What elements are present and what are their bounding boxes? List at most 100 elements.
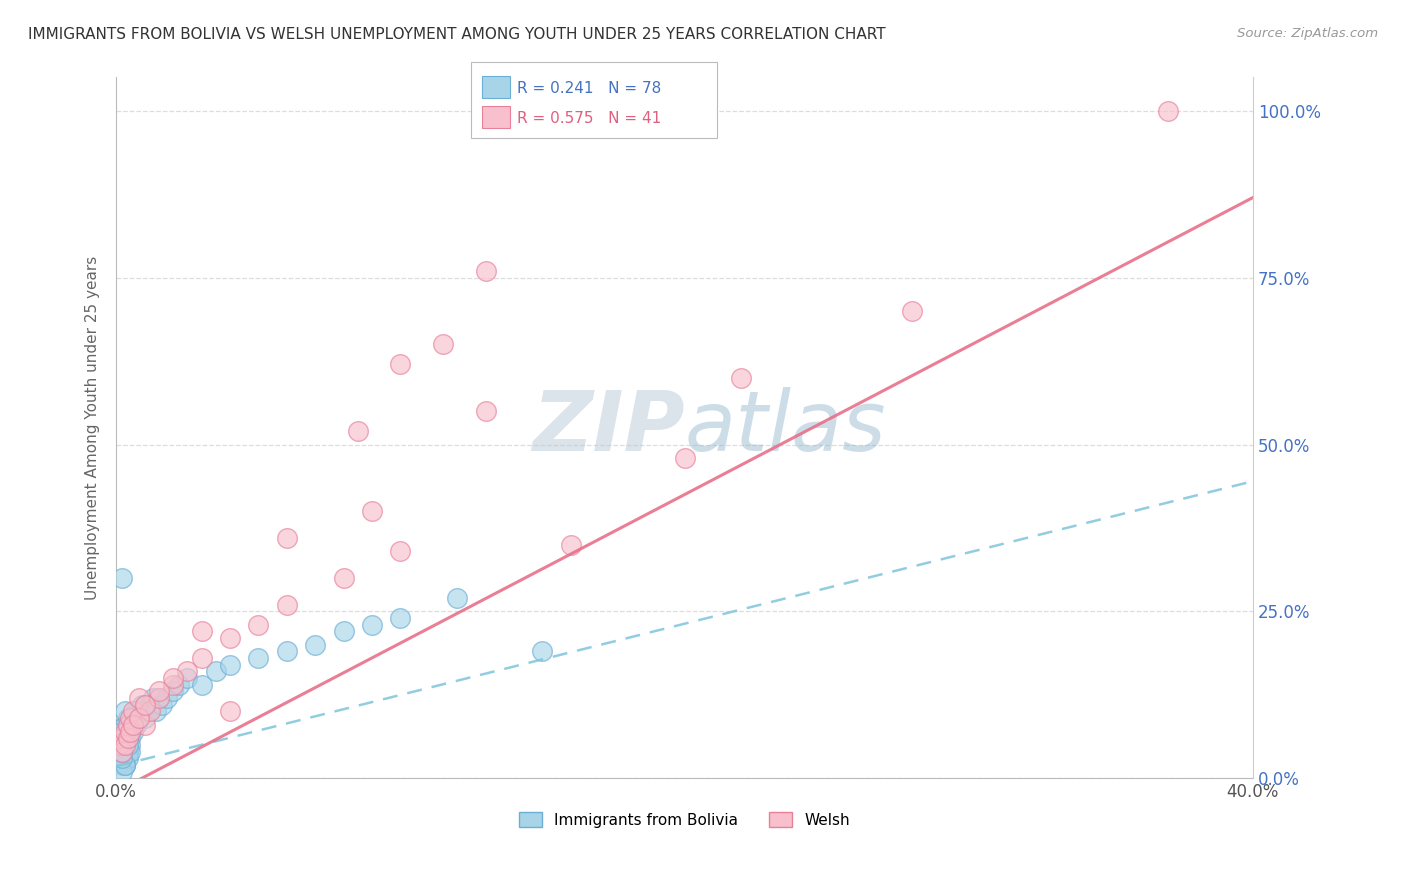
Point xyxy=(117,731,139,746)
Text: R = 0.241   N = 78: R = 0.241 N = 78 xyxy=(517,81,662,95)
Point xyxy=(134,698,156,712)
Point xyxy=(361,617,384,632)
Point xyxy=(389,611,412,625)
Point xyxy=(117,731,139,746)
Point xyxy=(131,698,153,712)
Point xyxy=(120,724,142,739)
Point xyxy=(474,264,496,278)
Point xyxy=(432,337,454,351)
Text: ZIP: ZIP xyxy=(531,387,685,468)
Point xyxy=(190,678,212,692)
Point xyxy=(122,705,145,719)
Point xyxy=(560,538,582,552)
Point xyxy=(901,304,924,318)
Point xyxy=(150,698,173,712)
Point xyxy=(304,638,326,652)
Point xyxy=(111,571,134,585)
Point xyxy=(219,705,242,719)
Point xyxy=(139,705,162,719)
Point xyxy=(114,757,136,772)
Point xyxy=(111,764,134,779)
Point xyxy=(108,738,131,752)
Point xyxy=(156,691,179,706)
Point xyxy=(117,731,139,746)
Point xyxy=(134,711,156,725)
Point xyxy=(117,738,139,752)
Point xyxy=(148,684,170,698)
Point xyxy=(162,678,184,692)
Point xyxy=(120,745,142,759)
Point xyxy=(117,718,139,732)
Point xyxy=(142,691,165,706)
Point xyxy=(673,450,696,465)
Point xyxy=(332,624,354,639)
Point xyxy=(114,745,136,759)
Point xyxy=(114,738,136,752)
Point xyxy=(114,757,136,772)
Point xyxy=(162,671,184,685)
Point xyxy=(136,705,159,719)
Point xyxy=(122,718,145,732)
Point xyxy=(111,751,134,765)
Point xyxy=(125,718,148,732)
Point xyxy=(139,698,162,712)
Point xyxy=(120,718,142,732)
Point xyxy=(117,738,139,752)
Point xyxy=(148,691,170,706)
Point xyxy=(531,644,554,658)
Point xyxy=(145,705,167,719)
Point xyxy=(361,504,384,518)
Point xyxy=(111,757,134,772)
Point xyxy=(111,731,134,746)
Point xyxy=(114,724,136,739)
Point xyxy=(125,705,148,719)
Point xyxy=(111,724,134,739)
Point xyxy=(108,738,131,752)
Point xyxy=(111,724,134,739)
Point xyxy=(114,751,136,765)
Point xyxy=(111,751,134,765)
Point xyxy=(247,617,270,632)
Point xyxy=(474,404,496,418)
Point xyxy=(346,424,368,438)
Point xyxy=(117,745,139,759)
Point xyxy=(162,684,184,698)
Point xyxy=(122,711,145,725)
Point xyxy=(134,698,156,712)
Point xyxy=(114,724,136,739)
Text: IMMIGRANTS FROM BOLIVIA VS WELSH UNEMPLOYMENT AMONG YOUTH UNDER 25 YEARS CORRELA: IMMIGRANTS FROM BOLIVIA VS WELSH UNEMPLO… xyxy=(28,27,886,42)
Point xyxy=(117,711,139,725)
Point xyxy=(120,738,142,752)
Point xyxy=(128,711,150,725)
Point xyxy=(117,745,139,759)
Point xyxy=(111,745,134,759)
Point xyxy=(247,651,270,665)
Point xyxy=(114,731,136,746)
Text: R = 0.575   N = 41: R = 0.575 N = 41 xyxy=(517,112,662,126)
Point xyxy=(128,711,150,725)
Point xyxy=(111,751,134,765)
Point xyxy=(128,691,150,706)
Point xyxy=(111,745,134,759)
Legend: Immigrants from Bolivia, Welsh: Immigrants from Bolivia, Welsh xyxy=(513,805,856,834)
Point xyxy=(117,718,139,732)
Point xyxy=(276,531,298,545)
Point xyxy=(176,665,198,679)
Point xyxy=(446,591,468,605)
Text: atlas: atlas xyxy=(685,387,886,468)
Point xyxy=(108,745,131,759)
Point xyxy=(131,705,153,719)
Point xyxy=(120,724,142,739)
Point xyxy=(389,544,412,558)
Y-axis label: Unemployment Among Youth under 25 years: Unemployment Among Youth under 25 years xyxy=(86,256,100,600)
Point xyxy=(176,671,198,685)
Point xyxy=(114,731,136,746)
Point xyxy=(219,631,242,645)
Point xyxy=(122,718,145,732)
Point xyxy=(276,598,298,612)
Point xyxy=(190,624,212,639)
Point xyxy=(389,358,412,372)
Point xyxy=(134,718,156,732)
Point xyxy=(111,731,134,746)
Point xyxy=(114,705,136,719)
